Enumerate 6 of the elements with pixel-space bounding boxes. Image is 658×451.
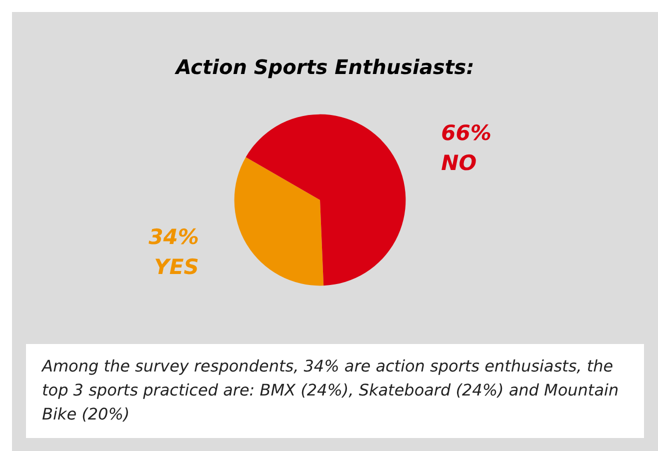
slice-label: YES [154,255,199,280]
data-label: 34% [148,225,199,250]
text: Among the survey respondents, 34% are action sports enthusiasts, the top 3 sports practiced are: BMX (24%), Skateboard (24%) and Mountain Bike (20%) [41,356,624,424]
data-label: 66% [441,120,492,145]
slice-label: NO [441,150,477,175]
chart-title: Action Sports Enthusiasts: [174,55,474,79]
